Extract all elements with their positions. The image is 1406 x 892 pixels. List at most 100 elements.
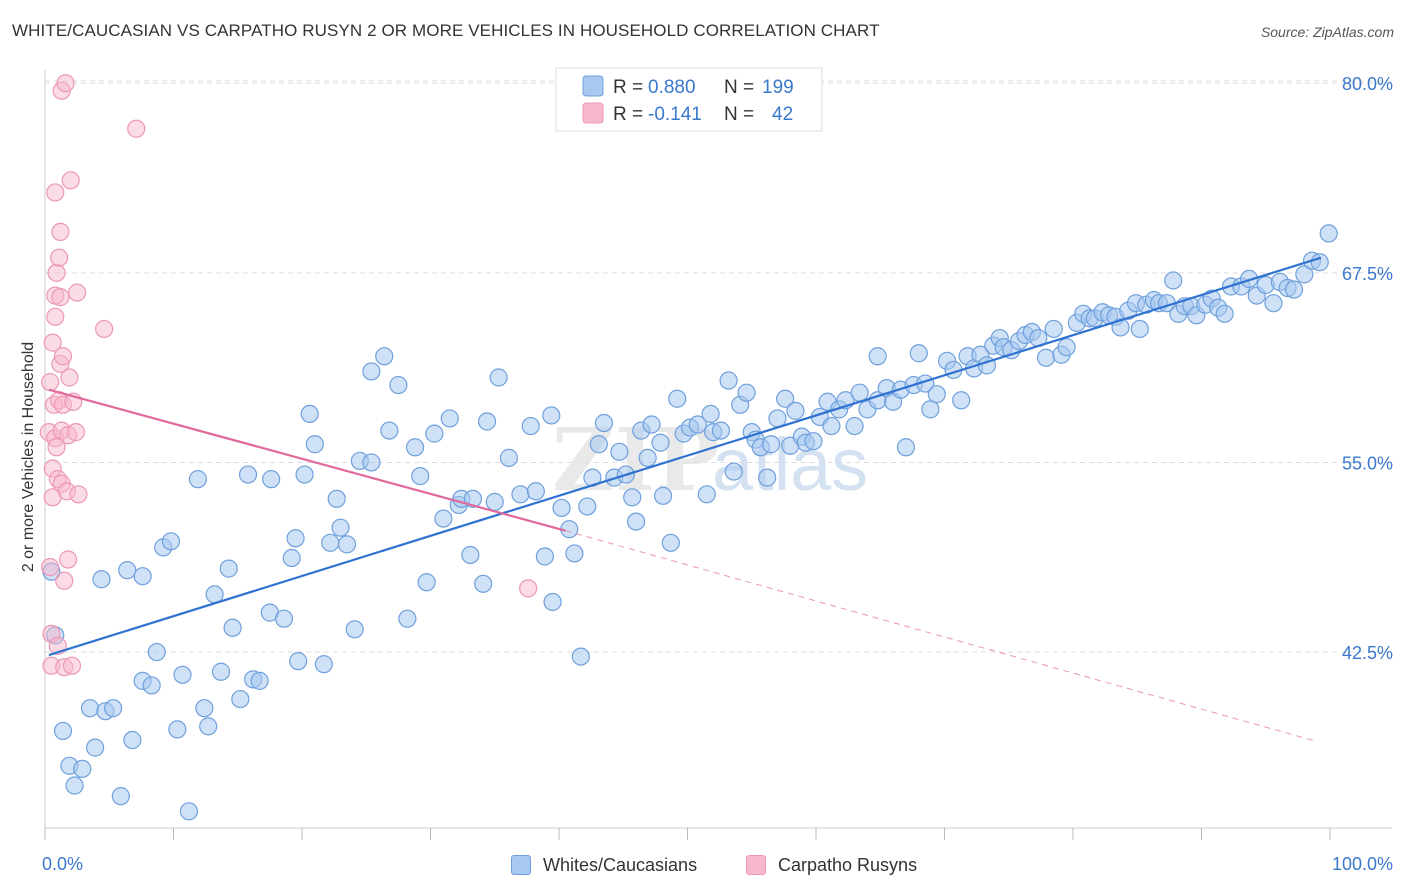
data-point-whites bbox=[425, 424, 444, 443]
data-point-whites bbox=[668, 389, 687, 408]
data-point-whites bbox=[219, 559, 238, 578]
data-point-whites bbox=[337, 535, 357, 554]
data-point-whites bbox=[104, 699, 123, 718]
data-point-whites bbox=[1319, 224, 1338, 243]
series-legend: Whites/Caucasians Carpatho Rusyns bbox=[0, 853, 1406, 877]
data-point-rusyns bbox=[43, 333, 62, 352]
data-point-whites bbox=[1284, 280, 1304, 299]
data-point-whites bbox=[375, 347, 394, 366]
data-point-rusyns bbox=[62, 656, 82, 675]
data-point-whites bbox=[80, 699, 100, 718]
data-point-rusyns bbox=[47, 263, 66, 282]
data-point-whites bbox=[250, 671, 269, 690]
data-point-whites bbox=[578, 497, 597, 516]
data-point-whites bbox=[489, 368, 508, 387]
data-point-whites bbox=[398, 609, 417, 628]
data-point-whites bbox=[552, 498, 571, 518]
data-point-whites bbox=[711, 421, 731, 440]
trend-lines bbox=[48, 256, 1322, 743]
data-point-whites bbox=[1164, 271, 1183, 290]
data-point-whites bbox=[719, 371, 738, 390]
data-point-whites bbox=[1264, 294, 1283, 313]
data-point-whites bbox=[65, 776, 84, 795]
source-label: Source: ZipAtlas.com bbox=[1260, 24, 1394, 40]
data-point-whites bbox=[133, 567, 152, 586]
data-point-whites bbox=[434, 509, 453, 528]
data-point-rusyns bbox=[61, 171, 80, 190]
data-point-whites bbox=[952, 391, 971, 410]
data-point-rusyns bbox=[51, 288, 70, 307]
data-point-whites bbox=[327, 489, 346, 508]
x-tick-label: 0.0% bbox=[42, 854, 83, 874]
data-point-whites bbox=[850, 383, 869, 402]
data-point-rusyns bbox=[56, 74, 75, 93]
data-point-whites bbox=[1295, 265, 1314, 284]
data-point-whites bbox=[199, 717, 218, 736]
legend-r-label-2: R = bbox=[613, 104, 643, 125]
data-point-whites bbox=[688, 415, 707, 434]
data-point-whites bbox=[1036, 348, 1056, 367]
data-point-whites bbox=[786, 401, 805, 420]
data-point-whites bbox=[927, 385, 946, 404]
data-point-whites bbox=[511, 485, 530, 504]
data-point-whites bbox=[526, 482, 545, 501]
data-point-whites bbox=[896, 438, 916, 457]
legend-swatch-rusyns bbox=[582, 102, 604, 124]
data-point-whites bbox=[147, 642, 166, 662]
chart-title: WHITE/CAUCASIAN VS CARPATHO RUSYN 2 OR M… bbox=[12, 21, 880, 40]
legend-n-value-2: 42 bbox=[772, 104, 793, 125]
gridlines bbox=[45, 80, 1392, 653]
data-point-whites bbox=[305, 435, 324, 454]
data-point-whites bbox=[300, 404, 319, 424]
data-point-rusyns bbox=[46, 307, 65, 326]
data-point-whites bbox=[761, 435, 781, 454]
data-point-rusyns bbox=[41, 372, 60, 392]
data-point-rusyns bbox=[519, 579, 538, 598]
data-point-rusyns bbox=[127, 119, 146, 138]
data-point-whites bbox=[499, 448, 518, 467]
data-point-whites bbox=[535, 547, 554, 566]
data-point-whites bbox=[238, 465, 258, 484]
data-point-whites bbox=[776, 389, 795, 408]
x-tick-label: 100.0% bbox=[1332, 854, 1393, 874]
trend-line-whites bbox=[48, 256, 1322, 657]
data-point-rusyns bbox=[55, 571, 74, 590]
data-point-whites bbox=[845, 416, 864, 436]
data-point-rusyns bbox=[51, 222, 70, 241]
data-point-whites bbox=[173, 665, 192, 684]
data-point-whites bbox=[571, 647, 590, 666]
data-point-whites bbox=[543, 592, 562, 612]
legend-r-value-2: -0.141 bbox=[648, 104, 702, 125]
data-point-whites bbox=[362, 362, 381, 381]
data-point-whites bbox=[653, 486, 673, 505]
stats-legend: R = 0.880 N = 199 R = -0.141 N = 42 bbox=[555, 67, 823, 132]
tick-labels: 42.5% 55.0% 67.5% 80.0% 0.0% 100.0% bbox=[42, 74, 1393, 874]
data-point-whites bbox=[73, 759, 92, 778]
data-point-rusyns bbox=[60, 368, 79, 387]
legend-label-rusyns: Carpatho Rusyns bbox=[778, 854, 918, 875]
data-point-whites bbox=[651, 433, 670, 452]
y-tick-label: 42.5% bbox=[1342, 643, 1393, 663]
data-point-whites bbox=[822, 416, 841, 436]
data-point-whites bbox=[440, 409, 459, 428]
data-point-rusyns bbox=[41, 558, 60, 577]
trend-line-rusyns-extension bbox=[565, 530, 1318, 743]
data-point-whites bbox=[642, 415, 661, 434]
data-point-whites bbox=[638, 448, 657, 467]
data-point-whites bbox=[389, 375, 408, 395]
data-point-whites bbox=[461, 545, 480, 565]
legend-swatch-rusyns-bottom bbox=[746, 855, 766, 875]
data-point-whites bbox=[142, 676, 161, 695]
legend-swatch-whites-bottom bbox=[511, 855, 531, 875]
data-point-whites bbox=[86, 738, 105, 757]
data-point-whites bbox=[289, 652, 308, 671]
data-point-whites bbox=[223, 618, 242, 637]
data-point-whites bbox=[485, 492, 504, 511]
data-point-whites bbox=[1057, 338, 1076, 357]
data-point-whites bbox=[53, 721, 73, 741]
data-point-whites bbox=[921, 400, 940, 419]
data-point-whites bbox=[623, 488, 642, 507]
data-point-whites bbox=[123, 730, 142, 750]
data-point-whites bbox=[768, 409, 787, 428]
data-point-rusyns bbox=[59, 550, 78, 569]
